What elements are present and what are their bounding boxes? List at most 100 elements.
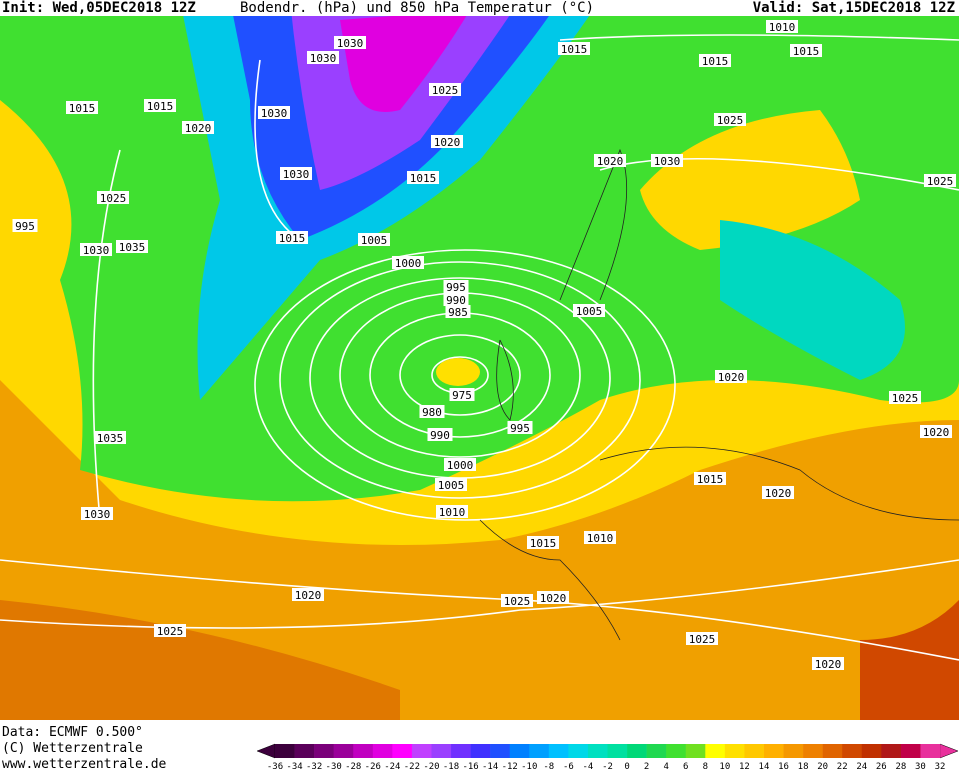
isobar-label-box: [12, 219, 38, 232]
isobar-label: 1005: [438, 479, 465, 492]
isobar-label: 1020: [815, 658, 842, 671]
colorbar-swatch: [803, 744, 823, 758]
isobar-label: 1020: [923, 426, 950, 439]
isobar-label-box: [790, 44, 822, 57]
colorbar-swatch: [724, 744, 745, 758]
init-time: Init: Wed,05DEC2018 12Z: [2, 0, 196, 16]
isobar-label-box: [507, 421, 533, 434]
isobar-label-box: [444, 458, 476, 471]
isobar-label: 1025: [432, 84, 459, 97]
isobar-label-box: [94, 431, 126, 444]
isobar-label-box: [889, 391, 921, 404]
colorbar-swatch: [783, 744, 804, 758]
colorbar-swatch: [842, 744, 863, 758]
isobar-label-box: [443, 293, 469, 306]
colorbar-swatch: [666, 744, 687, 758]
isobar-label: 1015: [279, 232, 306, 245]
isobar-labels: 1015 1015 1020 1030 1030 1030 1025 1020 1015 1030…: [12, 20, 956, 671]
colorbar-tick-label: -18: [443, 762, 459, 770]
colorbar-swatch: [568, 744, 589, 758]
colorbar-swatch: [470, 744, 491, 758]
isobar-label: 1020: [718, 371, 745, 384]
isobar-label: 1030: [283, 168, 310, 181]
isobar-label-box: [686, 632, 718, 645]
colorbar-swatch: [529, 744, 550, 758]
isobar-label-box: [537, 591, 569, 604]
isobar-label: 1015: [530, 537, 557, 550]
colorbar-swatch: [607, 744, 628, 758]
isobar-label-box: [694, 472, 726, 485]
isobar-label: 1025: [157, 625, 184, 638]
colorbar-tick-label: 24: [856, 762, 867, 770]
isobar-label: 995: [15, 220, 35, 233]
isobar-label: 980: [422, 406, 442, 419]
colorbar-arrow: [939, 743, 959, 759]
isobar-label: 1025: [717, 114, 744, 127]
colorbar-swatch: [900, 744, 921, 758]
colorbar-tick-label: -26: [365, 762, 381, 770]
isobar-label-box: [714, 113, 746, 126]
isobar-label: 1035: [119, 241, 146, 254]
isobar-label: 1035: [97, 432, 124, 445]
colorbar-tick-label: 0: [624, 762, 629, 770]
colorbar-swatch: [763, 744, 784, 758]
isobar-label: 1030: [654, 155, 681, 168]
isobar-label-box: [307, 51, 339, 64]
colorbar-tick-label: 18: [798, 762, 809, 770]
isobar-label: 975: [452, 389, 472, 402]
isobar-label: 1030: [83, 244, 110, 257]
isobar-label: 1000: [447, 459, 474, 472]
colorbar-swatch: [861, 744, 882, 758]
isobar-label: 1020: [540, 592, 567, 605]
isobar-label: 1015: [702, 55, 729, 68]
colorbar-swatch: [314, 744, 334, 758]
colorbar-swatch: [490, 744, 511, 758]
copyright: (C) Wetterzentrale: [2, 741, 143, 756]
isobar-label-box: [419, 405, 445, 418]
isobar-label-box: [182, 121, 214, 134]
colorbar-tick-label: -8: [543, 762, 554, 770]
cold-area: [340, 10, 470, 112]
isobar-label-box: [116, 240, 148, 253]
colorbar-tick-label: 32: [935, 762, 946, 770]
isobar-label-box: [527, 536, 559, 549]
isobar-label: 1015: [561, 43, 588, 56]
colorbar-tick-label: 6: [683, 762, 688, 770]
colorbar-tick-label: -12: [502, 762, 518, 770]
yellow-area: [640, 110, 860, 250]
colorbar-tick-label: -14: [482, 762, 498, 770]
yellow-area: [0, 130, 60, 240]
colorbar-tick-label: -10: [521, 762, 537, 770]
colorbar-tick-label: 28: [895, 762, 906, 770]
colorbar-tick-label: -30: [326, 762, 342, 770]
colorbar-tick-label: -34: [286, 762, 302, 770]
isobar-label-box: [66, 101, 98, 114]
colorbar-swatch: [587, 744, 608, 758]
map-title: Bodendr. (hPa) und 850 hPa Temperatur (°…: [240, 0, 594, 16]
colorbar-swatch: [822, 744, 843, 758]
warm-area: [0, 600, 400, 720]
isobar-label: 1030: [337, 37, 364, 50]
colorbar-swatch: [881, 744, 902, 758]
isobar-label: 1015: [147, 100, 174, 113]
isobar-label-box: [144, 99, 176, 112]
isobar-label: 1005: [576, 305, 603, 318]
colorbar-swatch: [920, 744, 941, 758]
header-bar: [0, 0, 959, 16]
colorbar-tick-label: -6: [563, 762, 574, 770]
isobars: [0, 34, 959, 661]
colorbar-tick-label: -22: [404, 762, 420, 770]
isobar-label: 1020: [185, 122, 212, 135]
colorbar-arrow: [256, 743, 276, 759]
isobar-label-box: [449, 388, 475, 401]
isobar-label-box: [558, 42, 590, 55]
isobar-label-box: [699, 54, 731, 67]
isobar-label-box: [258, 106, 290, 119]
colorbar-tick-label: 26: [876, 762, 887, 770]
isobar-label-box: [392, 256, 424, 269]
isobar-label: 1020: [765, 487, 792, 500]
colorbar-tick-label: -32: [306, 762, 322, 770]
isobar-label: 1010: [439, 506, 466, 519]
isobar-label: 1030: [84, 508, 111, 521]
colorbar-tick-label: 16: [778, 762, 789, 770]
